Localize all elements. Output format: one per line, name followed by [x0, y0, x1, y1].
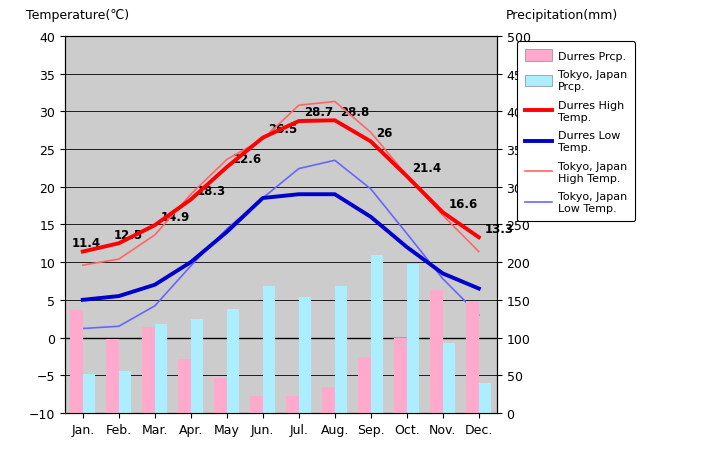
Text: Precipitation(mm): Precipitation(mm) [505, 9, 618, 22]
Bar [215, 379, 227, 413]
Bar [251, 396, 263, 413]
Text: Temperature(℃): Temperature(℃) [26, 9, 129, 22]
Bar [263, 287, 275, 413]
Bar [191, 319, 203, 413]
Text: 26: 26 [377, 127, 392, 140]
Bar [394, 339, 407, 413]
Bar [443, 343, 455, 413]
Text: 26.5: 26.5 [269, 123, 297, 136]
Text: 28.8: 28.8 [341, 106, 369, 118]
Text: 11.4: 11.4 [72, 236, 101, 249]
Bar [71, 310, 83, 413]
Bar [371, 255, 383, 413]
Bar [430, 291, 443, 413]
Text: 12.5: 12.5 [113, 228, 143, 241]
Bar [142, 327, 155, 413]
Bar [335, 286, 347, 413]
Text: 13.3: 13.3 [485, 222, 513, 235]
Bar [407, 264, 419, 413]
Bar [359, 358, 371, 413]
Bar [107, 339, 119, 413]
Bar [299, 297, 311, 413]
Text: 28.7: 28.7 [305, 106, 333, 119]
Text: 18.3: 18.3 [197, 185, 225, 197]
Text: 22.6: 22.6 [233, 152, 261, 165]
Legend: Durres Prcp., Tokyo, Japan
Prcp., Durres High
Temp., Durres Low
Temp., Tokyo, Ja: Durres Prcp., Tokyo, Japan Prcp., Durres… [517, 42, 635, 221]
Text: 14.9: 14.9 [161, 210, 189, 223]
Bar [479, 383, 491, 413]
Bar [83, 374, 95, 413]
Text: 16.6: 16.6 [449, 197, 477, 210]
Bar [119, 371, 131, 413]
Text: 21.4: 21.4 [413, 161, 441, 174]
Bar [287, 397, 299, 413]
Bar [155, 325, 167, 413]
Bar [323, 387, 335, 413]
Bar [227, 309, 239, 413]
Bar [179, 360, 191, 413]
Bar [466, 302, 479, 413]
